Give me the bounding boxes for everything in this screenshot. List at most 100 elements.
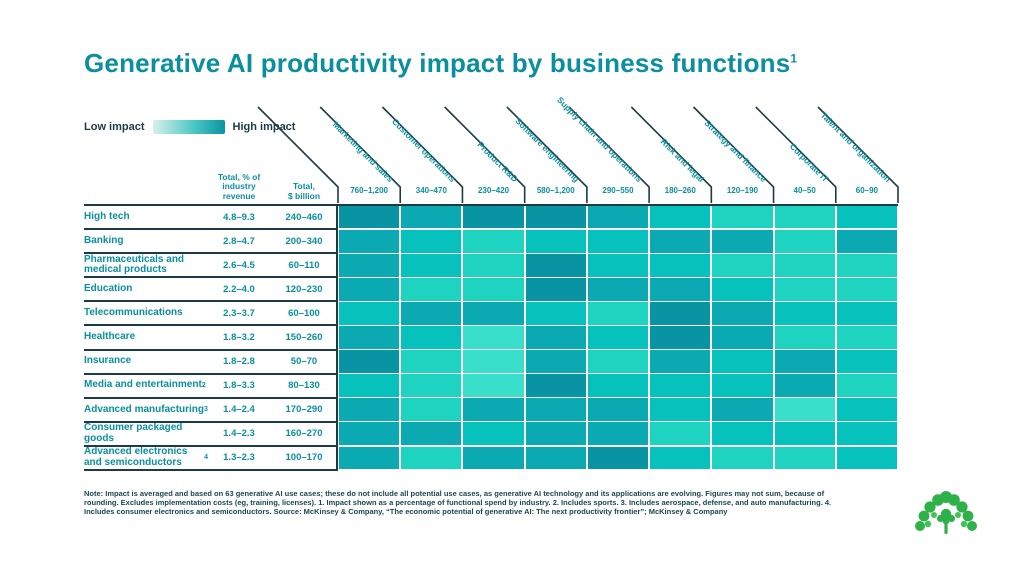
heatmap-cell — [712, 301, 773, 325]
heatmap-cell — [525, 253, 586, 277]
heatmap-cell — [650, 374, 711, 398]
heatmap-cell — [712, 398, 773, 422]
row-separator — [84, 300, 336, 303]
heatmap-cell — [836, 398, 897, 422]
row-usd-value: 50–70 — [290, 356, 318, 368]
column-total-usd: 40–50 — [793, 186, 816, 195]
heatmap-cell — [463, 326, 524, 349]
heatmap-cell — [774, 446, 835, 470]
row-label: Insurance — [84, 350, 208, 374]
row-label: Telecommunications — [84, 301, 208, 325]
row-label: Media and entertainment 2 — [84, 374, 208, 398]
heatmap-cell — [463, 229, 524, 253]
column-total-usd: 290–550 — [602, 186, 634, 195]
heatmap-cell — [339, 350, 400, 374]
heatmap-cell — [774, 422, 835, 446]
heatmap-cell — [650, 205, 711, 229]
heatmap-cell — [339, 446, 400, 470]
heatmap-cell — [525, 326, 586, 349]
row-footnote-marker: 3 — [204, 406, 208, 414]
heatmap-cell — [650, 301, 711, 325]
usd-column-header: Total, $ billion — [287, 181, 321, 202]
heatmap-cell — [587, 422, 649, 446]
legend-low-label: Low impact — [84, 121, 145, 133]
row-label: Advanced manufacturing 3 — [84, 398, 208, 422]
heatmap-cell — [463, 277, 524, 301]
row-separator — [84, 372, 336, 375]
heatmap-cell — [587, 446, 649, 470]
row-label-text: High tech — [84, 210, 130, 222]
row-label-text: Pharmaceuticals and medical products — [84, 253, 185, 276]
row-label-text: Education — [84, 283, 133, 295]
heatmap-cell — [339, 422, 400, 446]
row-pct-value: 1.4–2.4 — [223, 404, 255, 416]
row-separator — [84, 252, 336, 255]
column-header-label: Software engineering — [513, 115, 582, 184]
heatmap-cell — [525, 422, 586, 446]
heatmap-cell — [401, 422, 462, 446]
heatmap-cell — [525, 446, 586, 470]
row-pct-value: 1.8–2.8 — [223, 356, 255, 368]
row-pct-value: 1.8–3.3 — [223, 380, 255, 392]
heatmap-cell — [712, 277, 773, 301]
heatmap-cell — [774, 229, 835, 253]
heatmap-cell — [836, 446, 897, 470]
heatmap-cell — [525, 374, 586, 398]
row-label: Education — [84, 277, 208, 301]
heatmap-cell — [836, 374, 897, 398]
row-usd-value: 80–130 — [288, 380, 320, 392]
heatmap-cell — [463, 301, 524, 325]
row-label-text: Advanced electronics and semiconductors — [84, 446, 188, 468]
heatmap-cell — [401, 253, 462, 277]
heatmap-cell — [401, 398, 462, 422]
row-usd-value: 200–340 — [285, 235, 323, 247]
heatmap-cell — [525, 229, 586, 253]
row-label: Advanced electronics and semiconductors 4 — [84, 446, 208, 470]
row-label-text: Telecommunications — [84, 307, 183, 319]
heatmap-cell — [401, 277, 462, 301]
column-total-usd: 340–470 — [415, 186, 447, 195]
row-label: Pharmaceuticals and medical products — [84, 253, 208, 277]
column-header-label: Talent and organization — [818, 109, 894, 184]
heatmap-cell — [525, 205, 586, 229]
heatmap-cell — [463, 446, 524, 470]
heatmap-cell — [650, 326, 711, 349]
heatmap-cell — [650, 422, 711, 446]
heatmap-cell — [650, 446, 711, 470]
heatmap-cell — [401, 350, 462, 374]
heatmap-cell — [650, 229, 711, 253]
heatmap-cell — [339, 326, 400, 349]
heatmap-cell — [339, 398, 400, 422]
heatmap-cell — [525, 398, 586, 422]
heatmap-cell — [339, 277, 400, 301]
row-separator — [84, 469, 336, 471]
column-header-label: Risk and legal — [658, 136, 707, 184]
row-label: Banking — [84, 229, 208, 253]
row-separator — [84, 204, 898, 206]
heatmap-cell — [774, 277, 835, 301]
heatmap-cell — [401, 205, 462, 229]
heatmap-cell — [836, 277, 897, 301]
legend-gradient-bar — [152, 120, 225, 134]
row-label-text: Healthcare — [84, 331, 136, 343]
heatmap-cell — [339, 229, 400, 253]
footnote-text: Note: Impact is averaged and based on 63… — [84, 489, 832, 517]
heatmap-cell — [712, 253, 773, 277]
row-usd-value: 240–460 — [285, 211, 323, 223]
heatmap-cell — [774, 398, 835, 422]
impact-legend: Low impact High impact — [84, 120, 295, 134]
row-separator — [84, 324, 336, 327]
column-total-usd: 60–90 — [855, 186, 878, 195]
row-pct-value: 1.4–2.3 — [223, 428, 255, 440]
page-title: Generative AI productivity impact by bus… — [84, 48, 797, 79]
heatmap-cell — [712, 350, 773, 374]
heatmap-cell — [712, 205, 773, 229]
heatmap-cell — [712, 422, 773, 446]
heatmap-cell — [587, 350, 649, 374]
heatmap-cell — [587, 326, 649, 349]
row-pct-value: 2.6–4.5 — [223, 259, 255, 271]
row-label-text: Banking — [84, 234, 124, 246]
heatmap-cell — [339, 205, 400, 229]
row-separator — [84, 420, 336, 423]
